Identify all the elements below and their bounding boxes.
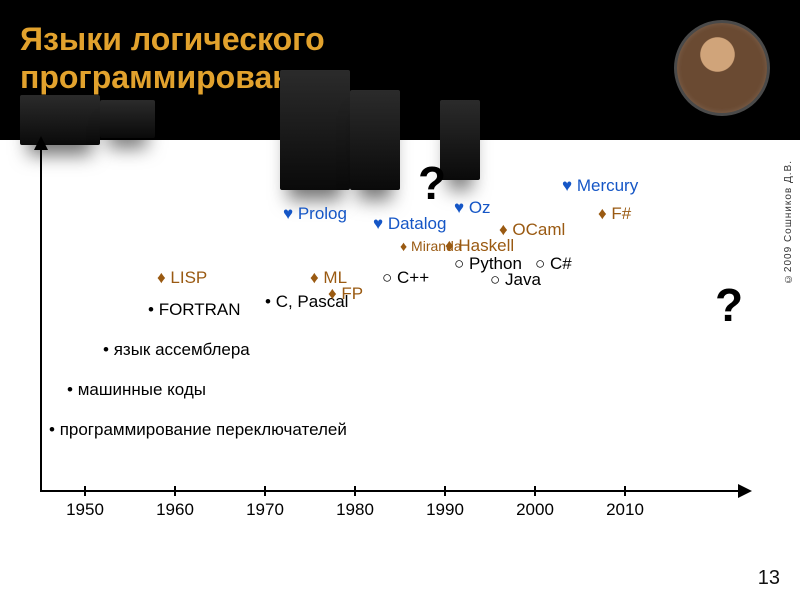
circle-icon: ○	[454, 254, 469, 273]
bullet-icon: •	[103, 340, 114, 359]
lang-label: FORTRAN	[159, 300, 241, 319]
copyright-text: ©2009 Сошников Д.В.	[783, 160, 794, 284]
title-line1: Языки логического	[20, 21, 325, 57]
x-tick-label: 1950	[66, 500, 104, 520]
lang-label: FP	[341, 284, 363, 303]
diamond-icon: ♦	[499, 220, 512, 239]
x-tick-label: 2000	[516, 500, 554, 520]
lang-label: F#	[611, 204, 631, 223]
lang-point: ○ Java	[490, 270, 541, 290]
lang-label: LISP	[170, 268, 207, 287]
lang-point: • FORTRAN	[148, 300, 241, 320]
diamond-icon: ♦	[445, 236, 458, 255]
languages-timeline-chart: 1950 1960 1970 1980 1990 2000 2010 • программи…	[40, 150, 760, 530]
bullet-icon: •	[265, 292, 276, 311]
bullet-icon: •	[49, 420, 60, 439]
x-tick	[84, 486, 86, 496]
lang-label: язык ассемблера	[114, 340, 250, 359]
lang-label: C++	[397, 268, 429, 287]
heart-icon: ♥	[454, 198, 469, 217]
lang-point: • язык ассемблера	[103, 340, 250, 360]
lang-point: ♦ FP	[328, 284, 363, 304]
lang-point: • программирование переключателей	[49, 420, 347, 440]
lang-point: ○ C#	[535, 254, 572, 274]
slide-header: Языки логического программирования	[0, 0, 800, 140]
page-number: 13	[758, 567, 780, 590]
diamond-icon: ♦	[157, 268, 170, 287]
x-axis	[40, 490, 740, 492]
x-tick-label: 1960	[156, 500, 194, 520]
lang-point: ♥ Mercury	[562, 176, 638, 196]
question-mark-icon: ?	[418, 156, 446, 210]
lang-label: OCaml	[512, 220, 565, 239]
x-axis-arrow-icon	[738, 484, 752, 498]
lang-label: машинные коды	[78, 380, 206, 399]
circle-icon: ○	[490, 270, 505, 289]
heart-icon: ♥	[562, 176, 577, 195]
lang-label: Mercury	[577, 176, 638, 195]
lang-point: ♥ Prolog	[283, 204, 347, 224]
x-tick	[174, 486, 176, 496]
heart-icon: ♥	[373, 214, 388, 233]
x-tick-label: 2010	[606, 500, 644, 520]
circle-icon: ○	[382, 268, 397, 287]
bullet-icon: •	[148, 300, 159, 319]
header-deco-block	[100, 100, 155, 138]
lang-label: программирование переключателей	[60, 420, 347, 439]
x-tick	[264, 486, 266, 496]
x-tick-label: 1970	[246, 500, 284, 520]
lang-point: ♦ LISP	[157, 268, 207, 288]
lang-point: • машинные коды	[67, 380, 206, 400]
header-deco-block	[20, 95, 100, 145]
diamond-icon: ♦	[310, 268, 323, 287]
lang-point: ♦ F#	[598, 204, 631, 224]
x-tick	[534, 486, 536, 496]
lang-label: Prolog	[298, 204, 347, 223]
lang-label: C#	[550, 254, 572, 273]
presenter-avatar	[674, 20, 770, 116]
x-tick	[444, 486, 446, 496]
bullet-icon: •	[67, 380, 78, 399]
lang-point: ♦ OCaml	[499, 220, 565, 240]
heart-icon: ♥	[283, 204, 298, 223]
diamond-icon: ♦	[598, 204, 611, 223]
diamond-icon: ♦	[328, 284, 341, 303]
x-tick	[624, 486, 626, 496]
diamond-icon: ♦	[400, 238, 411, 254]
question-mark-icon: ?	[715, 278, 743, 332]
lang-label: Datalog	[388, 214, 447, 233]
y-axis	[40, 140, 42, 490]
lang-point: ♥ Oz	[454, 198, 491, 218]
x-tick-label: 1980	[336, 500, 374, 520]
lang-point: ○ C++	[382, 268, 429, 288]
lang-point: ♥ Datalog	[373, 214, 446, 234]
y-axis-arrow-icon	[34, 136, 48, 150]
lang-label: Oz	[469, 198, 491, 217]
x-tick	[354, 486, 356, 496]
x-tick-label: 1990	[426, 500, 464, 520]
circle-icon: ○	[535, 254, 550, 273]
